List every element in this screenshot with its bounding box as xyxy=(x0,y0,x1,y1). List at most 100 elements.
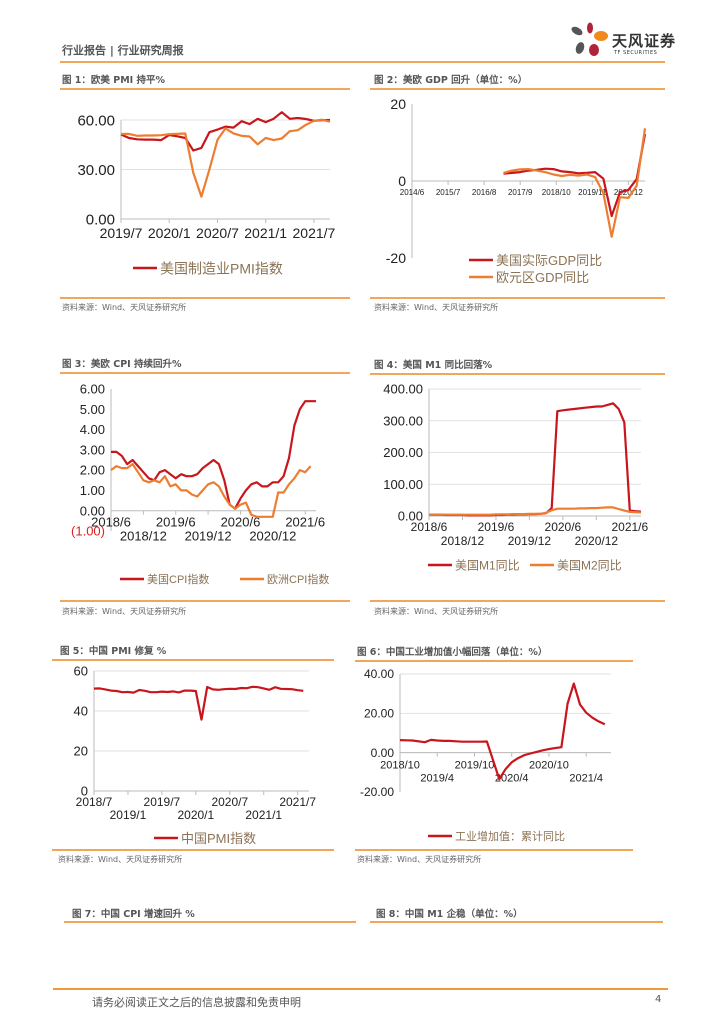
series-line-3-2 xyxy=(110,463,312,518)
x-tick-label: 2018/6 xyxy=(411,520,448,534)
series-line-1-1 xyxy=(120,111,331,152)
figure-5-title-rule xyxy=(52,659,334,661)
x-tick-label: 2021/7 xyxy=(279,795,316,809)
x-tick-label: 2020/10 xyxy=(529,760,569,772)
figure-3-source: 资料来源：Wind、天风证券研究所 xyxy=(62,607,187,616)
x-tick-label: 2020/6 xyxy=(221,515,261,530)
figure-4-source-rule xyxy=(370,600,665,602)
y-tick-label: 4.00 xyxy=(80,422,105,437)
x-tick-label: 2020/12 xyxy=(249,529,296,544)
y-tick-label: -20.00 xyxy=(360,785,394,799)
chart-5: 02040602018/72019/12019/72020/12020/7202… xyxy=(74,664,317,846)
x-tick-label: 2020/7 xyxy=(196,225,239,241)
figure-3-title: 图 3：美欧 CPI 持续回升% xyxy=(62,359,182,370)
x-tick-label: 2019/6 xyxy=(156,515,196,530)
x-tick-label: 2021/1 xyxy=(245,808,282,822)
legend-label: 中国PMI指数 xyxy=(181,831,256,846)
series-line-6-1 xyxy=(399,682,606,781)
figure-5-source: 资料来源：Wind、天风证券研究所 xyxy=(58,855,183,864)
series-line-1-2 xyxy=(120,118,331,198)
y-tick-label: 3.00 xyxy=(80,442,105,457)
legend-label: 欧洲CPI指数 xyxy=(267,572,329,586)
figure-6-title-rule xyxy=(355,660,633,662)
figure-6-source-rule xyxy=(355,849,633,851)
figure-2-title-rule xyxy=(370,88,665,90)
y-tick-label: 60.00 xyxy=(77,112,115,129)
y-tick-label: 0 xyxy=(398,173,406,189)
logo-name: 天风证券 xyxy=(612,32,677,50)
x-tick-label: 2016/8 xyxy=(472,188,497,197)
logo-subtitle: TF SECURITIES xyxy=(614,50,658,56)
x-tick-label: 2017/9 xyxy=(508,188,533,197)
y-tick-label: 100.00 xyxy=(383,477,423,492)
x-tick-label: 2020/1 xyxy=(148,225,191,241)
y-tick-label: 400.00 xyxy=(383,382,423,397)
y-tick-label: 0.00 xyxy=(398,509,423,524)
series-line-3-1 xyxy=(111,400,316,510)
report-type-header: 行业报告 | 行业研究周报 xyxy=(62,44,184,57)
y-tick-label: 30.00 xyxy=(77,162,115,179)
x-tick-label: 2019/12 xyxy=(185,529,232,544)
y-tick-label: 1.00 xyxy=(80,483,105,498)
x-tick-label: 2019/10 xyxy=(455,760,495,772)
series-line-5-1 xyxy=(93,685,304,721)
legend-label: 欧元区GDP同比 xyxy=(496,270,589,285)
figure-2-title: 图 2：美欧 GDP 回升（单位：%） xyxy=(374,75,528,86)
y-tick-label: 20 xyxy=(390,96,406,112)
y-tick-label: 300.00 xyxy=(383,413,423,428)
figure-3-title-rule xyxy=(60,372,350,374)
legend-label: 工业增加值：累计同比 xyxy=(455,829,565,843)
y-tick-label: 60 xyxy=(74,664,88,679)
x-tick-label: 2019/12 xyxy=(508,534,552,548)
figure-6-source: 资料来源：Wind、天风证券研究所 xyxy=(357,855,482,864)
x-tick-label: 2020/12 xyxy=(614,188,643,197)
y-tick-label: 20 xyxy=(74,744,88,759)
figure-2-source: 资料来源：Wind、天风证券研究所 xyxy=(374,303,499,312)
tf-securities-logo: 天风证券 TF SECURITIES xyxy=(568,22,675,62)
footer-divider xyxy=(53,988,668,990)
x-tick-label: 2021/6 xyxy=(285,515,325,530)
legend-label: 美国实际GDP同比 xyxy=(496,253,602,268)
y-tick-label: (1.00) xyxy=(71,524,105,539)
figure-8-title: 图 8：中国 M1 企稳（单位：%） xyxy=(376,909,523,920)
chart-4: 0.00 100.00 200.00 300.00 400.00 2018/62018/1… xyxy=(383,382,648,573)
x-tick-label: 2021/6 xyxy=(611,520,648,534)
chart-6: -20.00 0.00 20.00 40.00 2018/102019/42019/10… xyxy=(360,667,611,843)
x-tick-label: 2020/4 xyxy=(495,773,529,785)
x-tick-label: 2021/4 xyxy=(569,773,603,785)
x-tick-label: 2018/10 xyxy=(380,760,420,772)
x-tick-label: 2020/1 xyxy=(177,808,214,822)
y-tick-label: 6.00 xyxy=(80,382,105,397)
figure-5-title: 图 5：中国 PMI 修复 % xyxy=(60,646,167,657)
y-tick-label: 200.00 xyxy=(383,445,423,460)
x-tick-label: 2019/7 xyxy=(144,795,181,809)
figure-1-source: 资料来源：Wind、天风证券研究所 xyxy=(62,303,187,312)
x-tick-label: 2015/7 xyxy=(436,188,461,197)
figure-4-title-rule xyxy=(370,373,665,375)
x-tick-label: 2014/6 xyxy=(400,188,425,197)
y-tick-label: 5.00 xyxy=(80,402,105,417)
y-tick-label: 0.00 xyxy=(371,746,395,760)
x-tick-label: 2020/6 xyxy=(545,520,582,534)
x-tick-label: 2018/7 xyxy=(76,795,113,809)
legend-label: 美国制造业PMI指数 xyxy=(160,260,283,276)
x-tick-label: 2018/10 xyxy=(542,188,571,197)
chart-1: 0.00 30.00 60.00 2019/7 2020/1 2020/7 2021/1 20… xyxy=(77,111,336,276)
x-tick-label: 2019/11 xyxy=(578,188,607,197)
figure-5-source-rule xyxy=(52,849,334,851)
y-tick-label: 0.00 xyxy=(80,503,105,518)
figure-1-title: 图 1：欧美 PMI 持平% xyxy=(62,75,166,86)
footer-disclaimer: 请务必阅读正文之后的信息披露和免责申明 xyxy=(92,996,301,1009)
series-line-4-1 xyxy=(429,402,642,517)
x-tick-label: 2019/6 xyxy=(478,520,515,534)
figure-2-source-rule xyxy=(370,297,665,299)
figure-8-title-rule xyxy=(370,921,663,923)
figure-1-source-rule xyxy=(60,297,350,299)
y-tick-label: 0.00 xyxy=(86,211,115,228)
x-tick-label: 2019/7 xyxy=(100,225,143,241)
x-tick-label: 2018/6 xyxy=(91,515,131,530)
figure-4-source: 资料来源：Wind、天风证券研究所 xyxy=(374,607,499,616)
series-line-4-2 xyxy=(429,506,642,516)
series-line-2-1 xyxy=(503,133,647,218)
header-divider xyxy=(60,61,665,63)
